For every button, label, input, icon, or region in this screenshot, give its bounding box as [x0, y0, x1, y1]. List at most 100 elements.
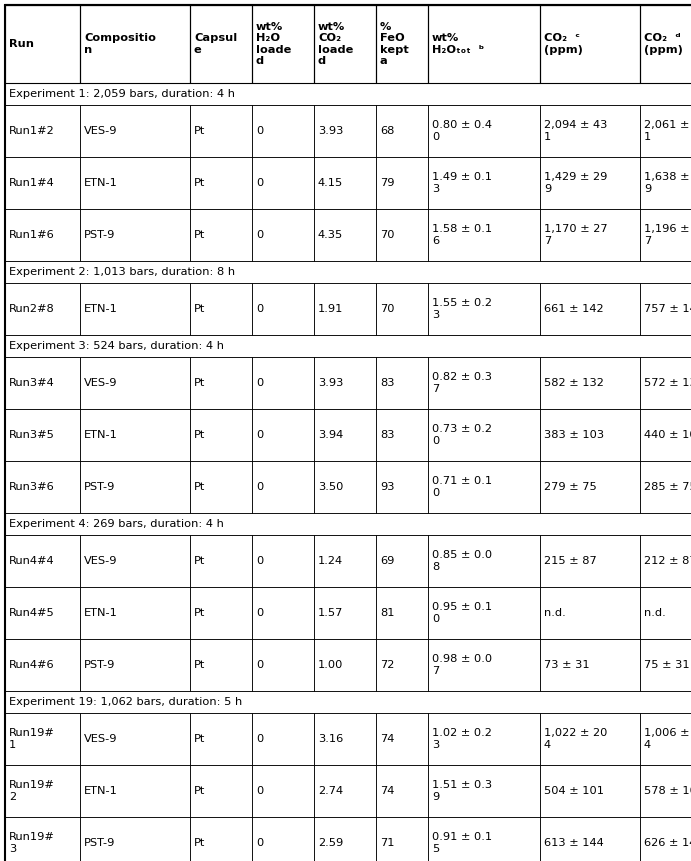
- Text: 83: 83: [380, 378, 395, 388]
- Bar: [252, 765, 314, 817]
- Bar: [5, 765, 80, 817]
- Text: 757 ± 142: 757 ± 142: [644, 304, 691, 314]
- Bar: [5, 209, 80, 261]
- Bar: [5, 461, 80, 513]
- Bar: [540, 765, 640, 817]
- Bar: [540, 639, 640, 691]
- Text: VES-9: VES-9: [84, 556, 117, 566]
- Bar: [540, 817, 640, 861]
- Text: Pt: Pt: [194, 838, 205, 848]
- Bar: [376, 765, 428, 817]
- Bar: [640, 209, 691, 261]
- Bar: [640, 357, 691, 409]
- Bar: [80, 409, 190, 461]
- Text: Run19#
1: Run19# 1: [9, 728, 55, 750]
- Bar: [5, 513, 691, 535]
- Text: 74: 74: [380, 786, 395, 796]
- Text: 74: 74: [380, 734, 395, 744]
- Text: 2,061 ± 43
1: 2,061 ± 43 1: [644, 121, 691, 141]
- Bar: [314, 535, 376, 587]
- Text: Experiment 1: 2,059 bars, duration: 4 h: Experiment 1: 2,059 bars, duration: 4 h: [9, 89, 235, 99]
- Text: 0.82 ± 0.3
7: 0.82 ± 0.3 7: [432, 373, 492, 393]
- Bar: [190, 5, 252, 83]
- Bar: [540, 209, 640, 261]
- Bar: [252, 639, 314, 691]
- Text: Run19#
3: Run19# 3: [9, 833, 55, 853]
- Text: CO₂  ᶜ
(ppm): CO₂ ᶜ (ppm): [544, 34, 583, 54]
- Text: %
FeO
kept
a: % FeO kept a: [380, 22, 409, 65]
- Text: Run4#5: Run4#5: [9, 608, 55, 618]
- Bar: [5, 817, 80, 861]
- Bar: [314, 105, 376, 157]
- Text: 0: 0: [256, 230, 263, 240]
- Bar: [5, 335, 691, 357]
- Text: Pt: Pt: [194, 482, 205, 492]
- Bar: [376, 283, 428, 335]
- Bar: [252, 461, 314, 513]
- Bar: [540, 409, 640, 461]
- Text: 0.85 ± 0.0
8: 0.85 ± 0.0 8: [432, 550, 492, 572]
- Text: 0: 0: [256, 660, 263, 670]
- Bar: [640, 461, 691, 513]
- Bar: [190, 357, 252, 409]
- Bar: [314, 409, 376, 461]
- Text: Pt: Pt: [194, 126, 205, 136]
- Text: Run1#2: Run1#2: [9, 126, 55, 136]
- Bar: [314, 357, 376, 409]
- Bar: [428, 817, 540, 861]
- Text: Run3#6: Run3#6: [9, 482, 55, 492]
- Bar: [5, 283, 80, 335]
- Bar: [252, 587, 314, 639]
- Text: 75 ± 31: 75 ± 31: [644, 660, 690, 670]
- Bar: [376, 817, 428, 861]
- Bar: [428, 357, 540, 409]
- Bar: [640, 105, 691, 157]
- Bar: [640, 765, 691, 817]
- Text: 582 ± 132: 582 ± 132: [544, 378, 604, 388]
- Bar: [376, 105, 428, 157]
- Text: Run3#5: Run3#5: [9, 430, 55, 440]
- Bar: [314, 157, 376, 209]
- Bar: [80, 357, 190, 409]
- Bar: [190, 157, 252, 209]
- Bar: [428, 283, 540, 335]
- Text: 83: 83: [380, 430, 395, 440]
- Text: 661 ± 142: 661 ± 142: [544, 304, 604, 314]
- Bar: [5, 639, 80, 691]
- Text: 2.74: 2.74: [318, 786, 343, 796]
- Text: Run4#6: Run4#6: [9, 660, 55, 670]
- Text: 1.00: 1.00: [318, 660, 343, 670]
- Bar: [640, 713, 691, 765]
- Bar: [190, 817, 252, 861]
- Text: n.d.: n.d.: [544, 608, 566, 618]
- Text: Pt: Pt: [194, 378, 205, 388]
- Bar: [376, 461, 428, 513]
- Text: Pt: Pt: [194, 660, 205, 670]
- Bar: [5, 357, 80, 409]
- Text: 212 ± 87: 212 ± 87: [644, 556, 691, 566]
- Bar: [640, 587, 691, 639]
- Bar: [5, 83, 691, 105]
- Text: 1,196 ± 27
7: 1,196 ± 27 7: [644, 225, 691, 245]
- Bar: [640, 535, 691, 587]
- Bar: [376, 209, 428, 261]
- Bar: [80, 535, 190, 587]
- Bar: [428, 535, 540, 587]
- Text: PST-9: PST-9: [84, 838, 115, 848]
- Bar: [314, 461, 376, 513]
- Bar: [252, 535, 314, 587]
- Bar: [252, 409, 314, 461]
- Bar: [80, 817, 190, 861]
- Text: 1,429 ± 29
9: 1,429 ± 29 9: [544, 172, 607, 194]
- Text: 79: 79: [380, 178, 395, 188]
- Bar: [5, 713, 80, 765]
- Bar: [376, 157, 428, 209]
- Bar: [540, 5, 640, 83]
- Text: 2,094 ± 43
1: 2,094 ± 43 1: [544, 121, 607, 141]
- Bar: [5, 261, 691, 283]
- Bar: [376, 587, 428, 639]
- Bar: [314, 587, 376, 639]
- Bar: [5, 105, 80, 157]
- Bar: [314, 765, 376, 817]
- Text: 383 ± 103: 383 ± 103: [544, 430, 604, 440]
